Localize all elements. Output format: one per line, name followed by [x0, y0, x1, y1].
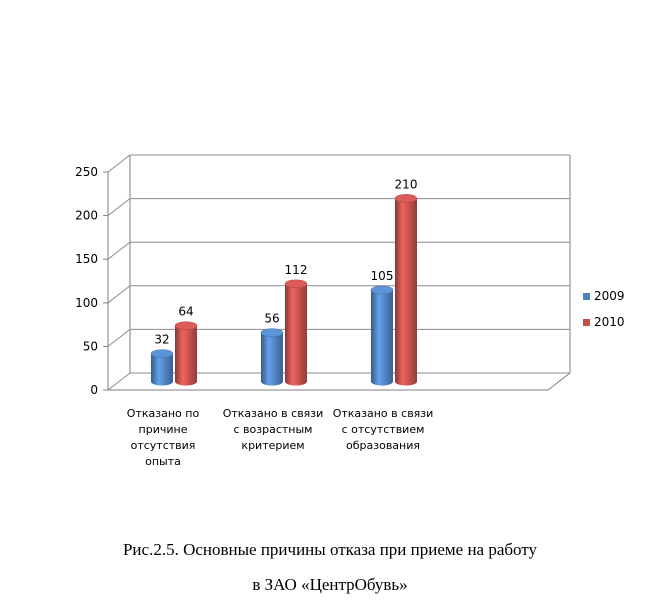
gridline — [107, 241, 570, 260]
bar — [370, 285, 394, 386]
legend: 2009 2010 — [583, 289, 625, 329]
x-category-label: Отказано по причине отсутствия опыта — [126, 407, 200, 468]
data-label: 105 — [371, 269, 394, 283]
y-tick-label: 100 — [75, 296, 98, 310]
bar-top — [260, 328, 284, 337]
legend-label: 2009 — [594, 289, 625, 303]
gridline — [107, 154, 570, 173]
gridline — [107, 198, 570, 216]
figure-caption-line-1: Рис.2.5. Основные причины отказа при при… — [122, 540, 538, 559]
bar — [174, 321, 198, 386]
legend-swatch — [583, 319, 590, 326]
gridline — [107, 372, 570, 391]
chart-walls — [107, 155, 571, 391]
data-labels: 32 64 56 112 105 210 — [154, 177, 417, 346]
bar-top — [394, 194, 418, 203]
bar-top — [370, 285, 394, 295]
y-axis-ticks: 0 50 100 150 200 250 — [75, 165, 108, 397]
legend-label: 2010 — [594, 315, 625, 329]
floor-right-edge — [547, 372, 571, 391]
bar-body — [395, 198, 417, 386]
bar — [150, 349, 174, 386]
gridlines — [107, 154, 570, 391]
x-category-label: Отказано в связи с отсутствием образован… — [332, 407, 434, 452]
bar-body — [175, 325, 197, 386]
bar-top — [174, 321, 198, 330]
bar — [284, 279, 308, 386]
bar — [260, 328, 284, 386]
data-label: 210 — [395, 177, 418, 191]
bar-body — [285, 283, 307, 386]
bar-body — [151, 353, 173, 386]
gridline — [107, 285, 570, 304]
x-category-label: Отказано в связи с возрастным критерием — [222, 407, 324, 452]
data-label: 112 — [285, 263, 308, 277]
bar-body — [261, 332, 283, 386]
bar-top — [150, 349, 174, 358]
y-tick-label: 0 — [90, 383, 98, 397]
y-tick-label: 150 — [75, 252, 98, 266]
bar-top — [284, 279, 308, 289]
data-label: 32 — [154, 333, 169, 347]
data-label: 64 — [178, 305, 193, 319]
y-tick-label: 50 — [83, 339, 98, 353]
y-tick-label: 250 — [75, 165, 98, 179]
gridline — [107, 328, 570, 347]
y-tick-label: 200 — [75, 209, 98, 223]
bar-body — [371, 289, 393, 386]
legend-swatch — [583, 293, 590, 300]
bar — [394, 194, 418, 386]
bars — [150, 194, 418, 386]
figure-caption-line-2: в ЗАО «ЦентрОбувь» — [252, 575, 408, 594]
data-label: 56 — [264, 312, 279, 326]
